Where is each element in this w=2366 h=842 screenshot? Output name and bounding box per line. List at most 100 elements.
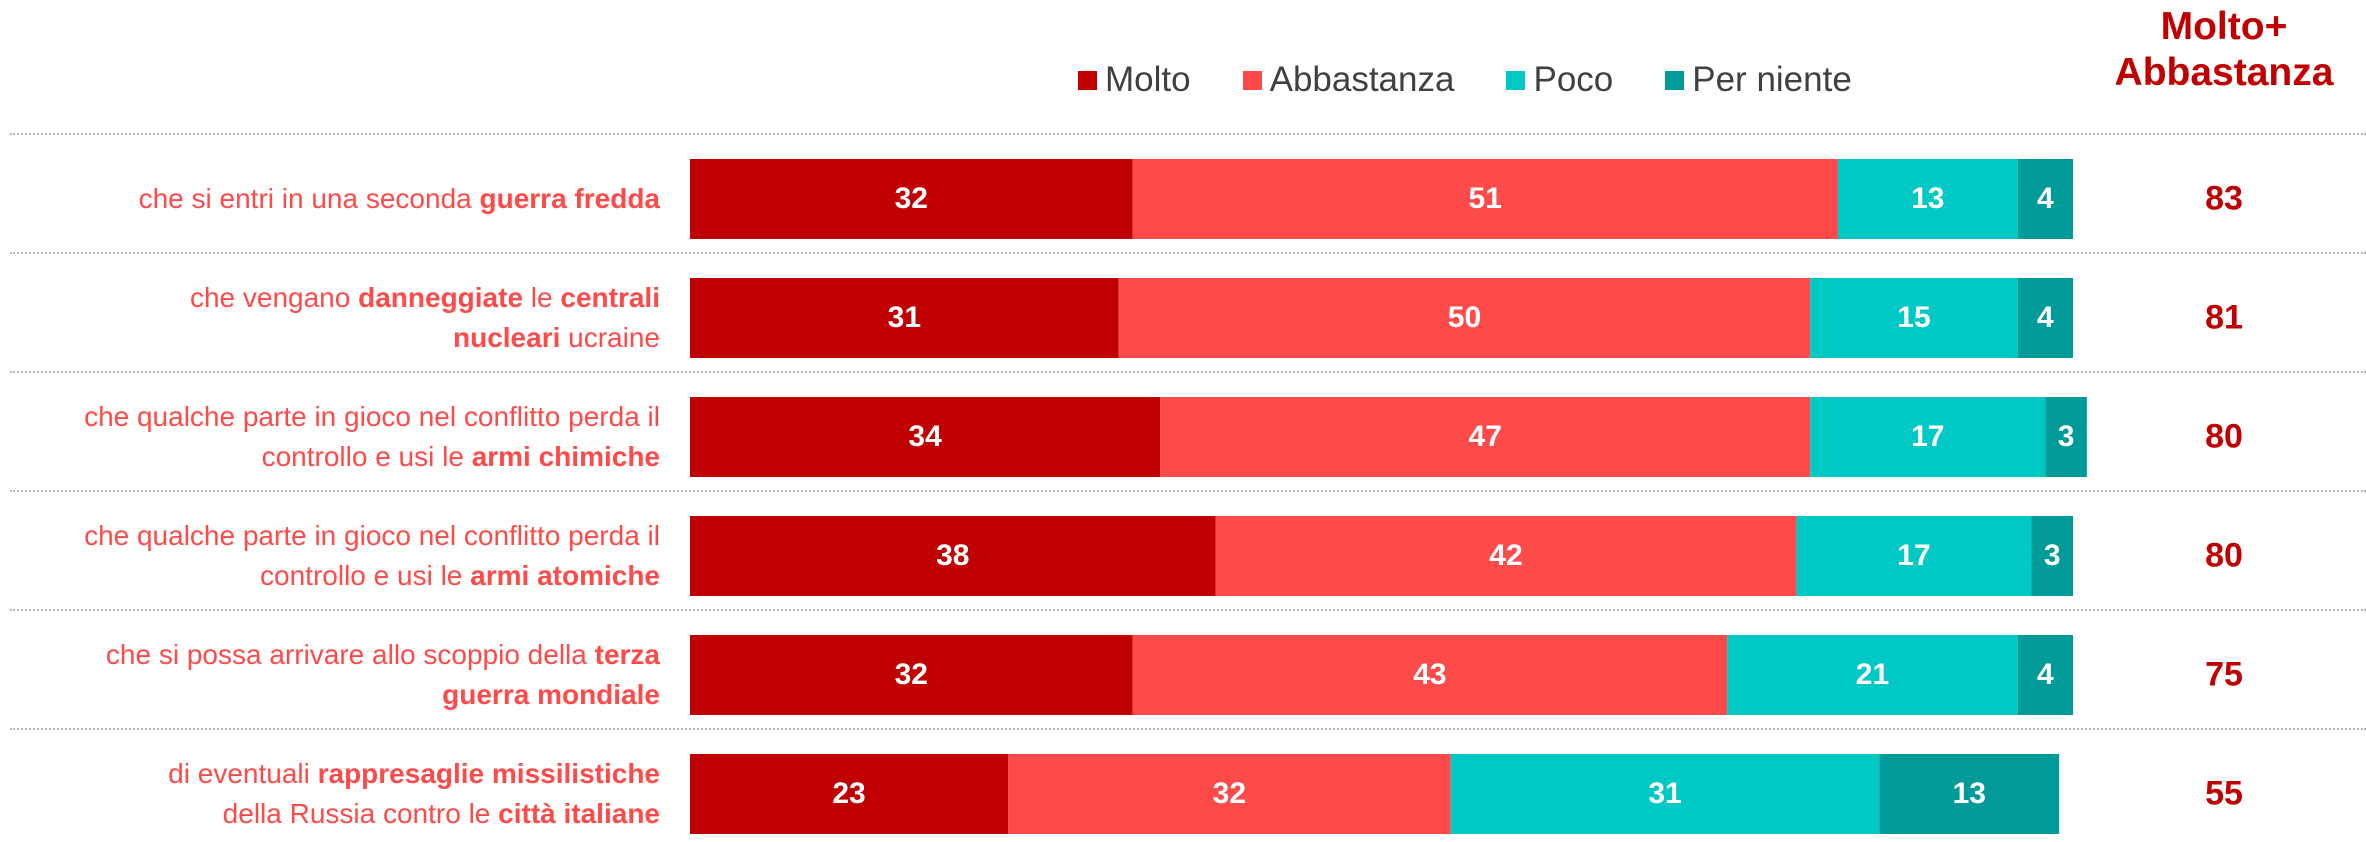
category-label: che qualche parte in gioco nel conflitto… xyxy=(20,397,660,477)
bar-value-label: 34 xyxy=(908,420,942,453)
category-label-line: che si entri in una seconda guerra fredd… xyxy=(20,179,660,219)
category-label-emphasis: guerra fredda xyxy=(479,183,661,214)
bar-segment xyxy=(1727,635,2018,715)
bar-segment xyxy=(1008,754,1451,834)
category-label-text: che vengano xyxy=(189,282,359,313)
bar-segment xyxy=(1118,278,1811,358)
bar-value-label: 17 xyxy=(1911,420,1945,453)
bar-value-label: 15 xyxy=(1897,301,1931,334)
category-label-line: che qualche parte in gioco nel conflitto… xyxy=(20,516,660,556)
total-header-line-2: Abbastanza xyxy=(2114,51,2334,94)
category-label-text: della Russia contro le xyxy=(222,798,499,829)
bar-segment xyxy=(690,278,1119,358)
row-separator xyxy=(10,133,2366,135)
bar-segment xyxy=(1879,754,2060,834)
bar-segment xyxy=(2045,397,2087,477)
bar-value-label: 32 xyxy=(894,658,928,691)
bar-segment xyxy=(1810,397,2046,477)
category-label-line: controllo e usi le armi atomiche xyxy=(20,556,660,596)
bar-value-label: 21 xyxy=(1855,658,1890,691)
legend: Molto Abbastanza Poco Per niente xyxy=(1078,52,1904,108)
total-value: 80 xyxy=(2205,536,2243,575)
bar-segment xyxy=(690,635,1133,715)
category-label: che si possa arrivare allo scoppio della… xyxy=(20,635,660,715)
legend-label: Poco xyxy=(1533,60,1614,99)
category-label-emphasis: rappresaglie missilistiche xyxy=(317,758,660,789)
bar-value-label: 42 xyxy=(1489,539,1523,572)
bar-segment xyxy=(2031,516,2073,596)
total-value: 55 xyxy=(2205,774,2243,813)
category-label-line: guerra mondiale xyxy=(20,675,660,715)
category-label-line: che si possa arrivare allo scoppio della… xyxy=(20,635,660,675)
legend-label: Per niente xyxy=(1692,60,1852,99)
total-value: 83 xyxy=(2205,179,2243,218)
bar-segment xyxy=(690,754,1009,834)
category-label-text: che si entri in una seconda xyxy=(138,183,480,214)
category-label-emphasis: centrali xyxy=(560,282,660,313)
bar-value-label: 3 xyxy=(2043,539,2061,572)
row-separator xyxy=(10,728,2366,730)
category-label-text: di eventuali xyxy=(168,758,318,789)
total-header: Molto+ Abbastanza xyxy=(2094,4,2354,96)
bar-value-label: 17 xyxy=(1897,539,1931,572)
bar-value-label: 4 xyxy=(2036,301,2054,334)
bar-value-label: 32 xyxy=(894,182,928,215)
bar-value-label: 47 xyxy=(1468,420,1502,453)
category-label-line: della Russia contro le città italiane xyxy=(20,794,660,834)
bar-value-label: 4 xyxy=(2036,658,2054,691)
bar-value-label: 31 xyxy=(1648,777,1682,810)
category-label: che qualche parte in gioco nel conflitto… xyxy=(20,516,660,596)
legend-swatch xyxy=(1242,70,1262,90)
bar-value-label: 3 xyxy=(2057,420,2075,453)
bar-segment xyxy=(2017,159,2073,239)
bar-segment xyxy=(1796,516,2032,596)
bar-value-label: 4 xyxy=(2036,182,2054,215)
category-label-emphasis: città italiane xyxy=(498,798,660,829)
category-label-text: ucraine xyxy=(560,322,660,353)
bar-segment xyxy=(1215,516,1797,596)
legend-item: Abbastanza xyxy=(1242,60,1455,100)
category-label-text: le xyxy=(523,282,561,313)
category-label-emphasis: armi chimiche xyxy=(471,441,660,472)
category-label: di eventuali rappresaglie missilistiche d… xyxy=(20,754,660,834)
bar-segment xyxy=(1132,635,1728,715)
bar-value-label: 51 xyxy=(1468,182,1502,215)
bar-value-label: 13 xyxy=(1952,777,1986,810)
total-header-line-1: Molto+ xyxy=(2160,5,2288,48)
bar-segment xyxy=(2017,635,2073,715)
category-label-emphasis: armi atomiche xyxy=(470,560,660,591)
category-label-line: che qualche parte in gioco nel conflitto… xyxy=(20,397,660,437)
bar-segment xyxy=(1450,754,1880,834)
category-label-text: che qualche parte in gioco nel conflitto… xyxy=(84,401,660,432)
bar-value-label: 50 xyxy=(1447,301,1482,334)
legend-item: Poco xyxy=(1506,60,1613,100)
row-separator xyxy=(10,490,2366,492)
category-label-line: di eventuali rappresaglie missilistiche xyxy=(20,754,660,794)
category-label-text: controllo e usi le xyxy=(260,560,471,591)
bar-value-label: 31 xyxy=(887,301,922,334)
category-label: che vengano danneggiate le centrali nucle… xyxy=(20,278,660,358)
bar-segment xyxy=(1837,159,2018,239)
category-label-text: che qualche parte in gioco nel conflitto… xyxy=(84,520,660,551)
bar-segment xyxy=(1160,397,1811,477)
category-label-line: nucleari ucraine xyxy=(20,318,660,358)
category-label-text: che si possa arrivare allo scoppio della xyxy=(105,639,595,670)
row-separator xyxy=(10,252,2366,254)
category-label: che si entri in una seconda guerra fredd… xyxy=(20,179,660,219)
bar-value-label: 38 xyxy=(936,539,970,572)
category-label-emphasis: terza xyxy=(594,639,660,670)
legend-label: Molto xyxy=(1105,60,1191,99)
category-label-emphasis: guerra mondiale xyxy=(442,679,660,710)
bar-value-label: 32 xyxy=(1212,777,1247,810)
category-label-text: controllo e usi le xyxy=(261,441,472,472)
category-label-line: che vengano danneggiate le centrali xyxy=(20,278,660,318)
bar-segment xyxy=(1132,159,1838,239)
row-separator xyxy=(10,371,2366,373)
bar-value-label: 23 xyxy=(832,777,866,810)
legend-swatch xyxy=(1665,70,1685,90)
total-value: 80 xyxy=(2205,417,2243,456)
legend-label: Abbastanza xyxy=(1269,60,1455,99)
category-label-emphasis: danneggiate xyxy=(358,282,524,313)
